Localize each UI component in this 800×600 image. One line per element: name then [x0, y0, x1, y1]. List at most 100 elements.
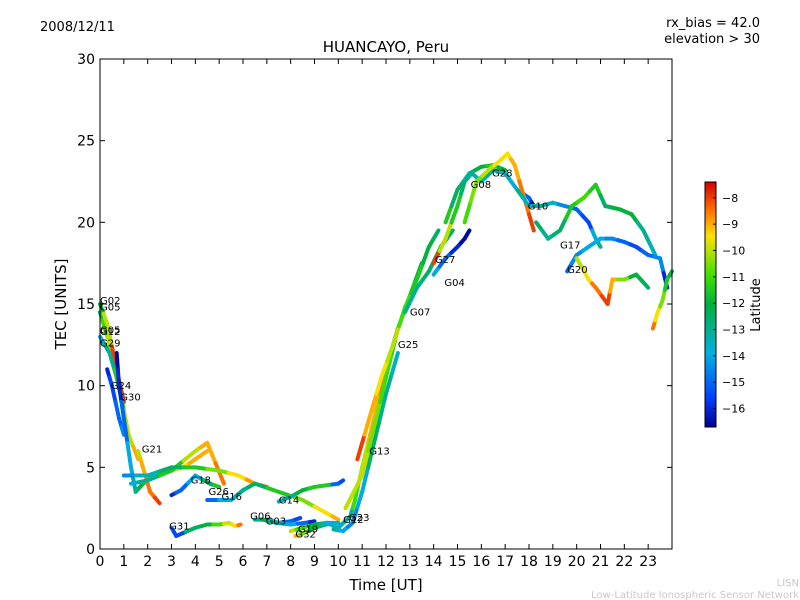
series-segment: [109, 383, 118, 404]
x-tick-label: 9: [310, 554, 319, 570]
series-segment: [449, 204, 460, 225]
series-g20: [565, 236, 670, 290]
series-segment: [403, 297, 414, 315]
series-g24: [105, 367, 126, 437]
series-segment: [117, 383, 124, 404]
series-segment: [437, 236, 448, 253]
colorbar-label: Latitude: [749, 278, 764, 332]
y-axis-label: TEC [UNITS]: [52, 259, 70, 351]
series-segment: [152, 495, 162, 506]
series-segment: [131, 444, 141, 462]
y-tick-label: 20: [77, 215, 95, 231]
series-segment: [193, 465, 210, 471]
series-segment: [205, 466, 222, 473]
x-tick-label: 14: [425, 554, 443, 570]
x-tick-label: 4: [191, 554, 200, 570]
satellite-label: G06: [250, 512, 270, 523]
series-segment: [199, 449, 210, 458]
satellite-label: G10: [528, 201, 548, 212]
x-tick-label: 7: [262, 554, 271, 570]
series-segment: [527, 212, 536, 233]
series-g-late: [574, 256, 651, 306]
series-g28: [462, 151, 536, 233]
satellite-label: G05: [100, 303, 120, 314]
satellite-label: G02: [100, 296, 120, 307]
series-segment: [212, 483, 222, 489]
colorbar-tick-label: −15: [722, 376, 745, 389]
x-tick-label: 1: [119, 554, 128, 570]
series-segment: [385, 342, 396, 364]
colorbar-tick-label: −8: [722, 192, 738, 205]
satellite-label: G30: [120, 392, 140, 403]
series-segment: [580, 266, 591, 282]
series-segment: [107, 351, 117, 372]
series-segment: [596, 240, 603, 249]
series-segment: [378, 375, 388, 404]
series-segment: [350, 505, 360, 525]
series-g15: [205, 481, 341, 522]
x-tick-label: 3: [167, 554, 176, 570]
y-tick-label: 30: [77, 52, 95, 68]
series-segment: [389, 351, 400, 376]
satellite-label: G25: [398, 340, 418, 351]
satellite-label: G12: [343, 515, 363, 526]
series-segment: [213, 461, 226, 486]
series-segment: [276, 489, 293, 498]
series-segment: [145, 473, 162, 483]
series-segment: [157, 465, 174, 474]
y-tick-label: 15: [77, 297, 95, 313]
credit-long: Low-Latitude Ionospheric Sensor Network: [591, 590, 799, 600]
series-segment: [252, 481, 269, 490]
series-g04: [431, 228, 472, 277]
axis-ticks: 0 1 2 3 4 5 6 7 8 9 10 11 12 13 14 15 16 17 18 19 20 21 22 2305…: [77, 52, 672, 570]
satellite-label: G18: [191, 476, 211, 487]
satellite-label: G08: [471, 180, 491, 191]
series-g17: [534, 182, 658, 257]
series-segment: [409, 277, 419, 296]
y-tick-label: 5: [86, 460, 95, 476]
series-segment: [114, 351, 120, 372]
series-segment: [640, 279, 651, 290]
x-tick-label: 6: [239, 554, 248, 570]
series-segment: [574, 256, 585, 271]
series-segment: [431, 248, 442, 266]
colorbar-tick-label: −13: [722, 324, 745, 337]
colorbar-ticks: −8 −9 −10 −11 −12 −13 −14 −15 −16: [713, 192, 745, 416]
series-segment: [384, 371, 394, 396]
series-segment: [658, 256, 666, 275]
x-tick-label: 21: [592, 554, 610, 570]
series-segment: [157, 468, 174, 478]
credit-short: LISN: [777, 578, 799, 589]
series-segment: [264, 485, 281, 494]
series-segment: [369, 391, 379, 413]
satellite-label: G26: [208, 487, 228, 498]
series-segment: [468, 179, 479, 204]
series-segment: [403, 291, 414, 310]
series-segment: [366, 440, 377, 470]
colorbar: [704, 181, 717, 428]
satellite-label: G27: [435, 255, 455, 266]
satellite-label: G12: [100, 327, 120, 338]
satellite-label: G24: [111, 381, 131, 392]
series-segment: [355, 489, 365, 510]
series-segment: [462, 199, 473, 225]
x-tick-label: 12: [377, 554, 395, 570]
satellite-label: G19: [298, 525, 318, 536]
x-tick-label: 2: [143, 554, 152, 570]
colorbar-tick-label: −14: [722, 350, 745, 363]
series-segment: [355, 432, 367, 462]
satellite-label: G13: [369, 446, 389, 457]
series-segment: [563, 204, 574, 221]
series-segment: [443, 204, 454, 225]
satellite-label: G29: [100, 338, 120, 349]
bias-label: rx_bias = 42.0: [666, 16, 760, 31]
satellite-label: G17: [560, 240, 580, 251]
series-segment: [420, 244, 431, 266]
series-segment: [181, 449, 198, 463]
x-tick-label: 20: [568, 554, 586, 570]
satellite-label: G05: [100, 325, 120, 336]
series-segment: [378, 391, 388, 421]
series-segment: [236, 522, 243, 528]
x-tick-label: 13: [401, 554, 419, 570]
series-segment: [557, 216, 568, 233]
